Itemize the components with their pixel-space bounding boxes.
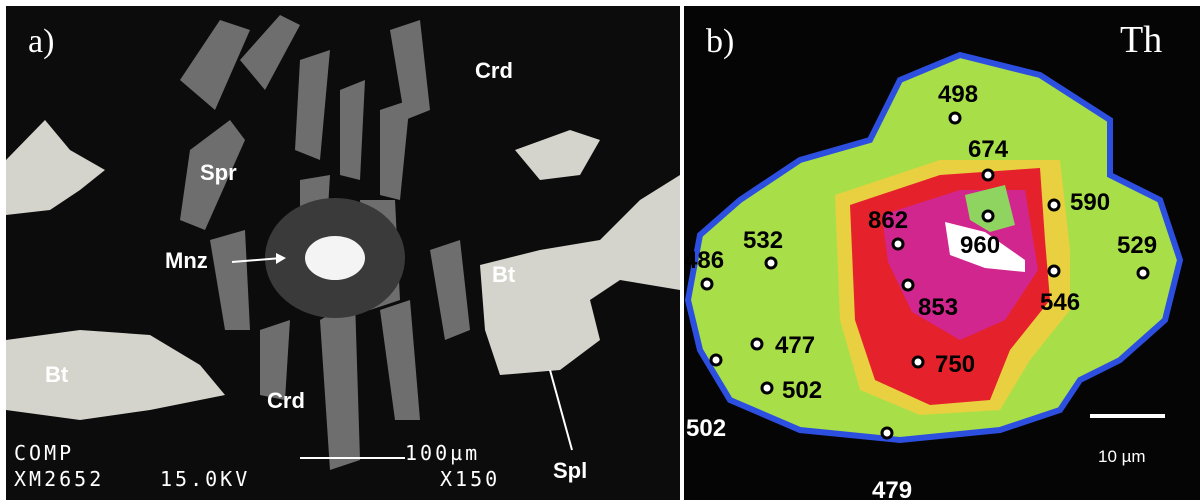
element-label: Th [1120, 19, 1162, 61]
footer-text: X150 [440, 467, 500, 491]
spot-age: 674 [968, 136, 1009, 163]
panel-label: a) [28, 23, 54, 60]
spot-age: 532 [743, 227, 783, 254]
spot-age: 498 [938, 81, 978, 108]
spot-age: 486 [684, 247, 724, 274]
spot-age: 750 [935, 351, 975, 378]
figure: a) Crd Spr Mnz Bt Bt Crd Spl COMP XM2652… [0, 0, 1202, 504]
spot-age: 529 [1117, 232, 1157, 259]
spot-age: 479 [872, 477, 912, 504]
mineral-label: Spl [553, 458, 587, 483]
mineral-label: Spr [200, 160, 237, 185]
monazite [305, 236, 365, 280]
panel-label: b) [706, 23, 734, 60]
footer-text: 100µm [405, 441, 480, 465]
panel-a: a) Crd Spr Mnz Bt Bt Crd Spl COMP XM2652… [6, 6, 680, 500]
mineral-label: Mnz [165, 248, 208, 273]
spot-age: 960 [960, 232, 1000, 259]
spot-age: 853 [918, 294, 958, 321]
mineral-label: Bt [45, 362, 69, 387]
scale-label: 10 µm [1098, 447, 1146, 466]
footer-text: XM2652 [14, 467, 104, 491]
spot-age: 502 [686, 415, 726, 442]
spot-age: 546 [1040, 289, 1080, 316]
footer-text: COMP [14, 441, 74, 465]
spot-age: 862 [868, 207, 908, 234]
mineral-label: Bt [492, 262, 516, 287]
panel-b: b) Th 498 674 590 862 960 532 529 486 85… [684, 6, 1200, 504]
spot-age: 477 [775, 332, 815, 359]
footer-text: 15.0KV [160, 467, 250, 491]
spot-age: 502 [782, 377, 822, 404]
mineral-label: Crd [475, 58, 513, 83]
page: a) Crd Spr Mnz Bt Bt Crd Spl COMP XM2652… [0, 0, 1202, 504]
mineral-label: Crd [267, 388, 305, 413]
spot-age: 590 [1070, 189, 1110, 216]
